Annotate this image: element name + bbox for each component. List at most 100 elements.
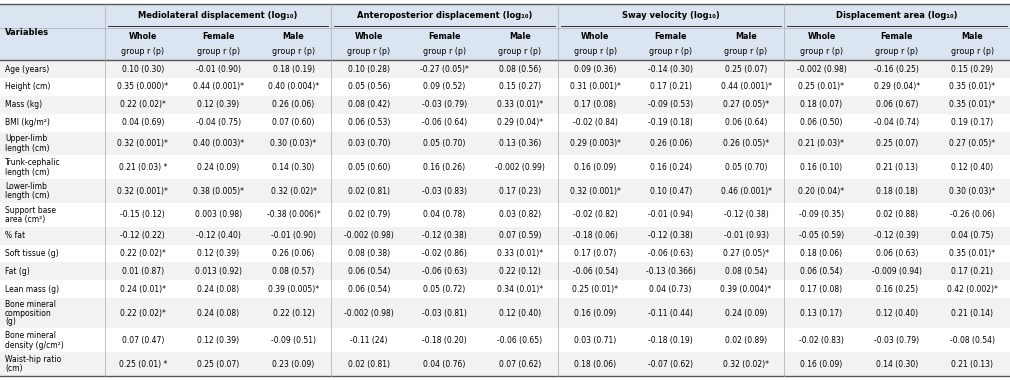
Text: -0.18 (0.19): -0.18 (0.19) (648, 336, 693, 345)
Text: 0.29 (0.003)*: 0.29 (0.003)* (570, 139, 621, 148)
Text: 0.12 (0.40): 0.12 (0.40) (876, 309, 918, 318)
Text: 0.38 (0.005)*: 0.38 (0.005)* (193, 187, 243, 196)
Text: -0.002 (0.98): -0.002 (0.98) (797, 65, 846, 74)
Text: 0.003 (0.98): 0.003 (0.98) (195, 211, 241, 219)
Bar (0, 245, 1010, 263)
Text: Male: Male (962, 32, 983, 41)
Text: Female: Female (881, 32, 913, 41)
Bar (0, 78, 1010, 96)
Text: 0.04 (0.75): 0.04 (0.75) (951, 231, 994, 240)
Text: -0.03 (0.83): -0.03 (0.83) (422, 187, 467, 196)
Text: 0.25 (0.01)*: 0.25 (0.01)* (799, 82, 844, 92)
Text: density (g/cm²): density (g/cm²) (5, 340, 64, 350)
Bar (0, 203, 1010, 227)
Text: -0.11 (24): -0.11 (24) (350, 336, 388, 345)
Text: 0.02 (0.81): 0.02 (0.81) (348, 359, 390, 369)
Text: group r (p): group r (p) (649, 47, 692, 55)
Text: -0.02 (0.82): -0.02 (0.82) (573, 211, 617, 219)
Text: -0.002 (0.98): -0.002 (0.98) (344, 231, 394, 240)
Text: 0.40 (0.003)*: 0.40 (0.003)* (193, 139, 243, 148)
Text: 0.05 (0.60): 0.05 (0.60) (347, 163, 390, 172)
Text: 0.35 (0.01)*: 0.35 (0.01)* (949, 100, 995, 109)
Text: Fat (g): Fat (g) (5, 267, 29, 276)
Text: 0.32 (0.02)*: 0.32 (0.02)* (271, 187, 316, 196)
Text: 0.27 (0.05)*: 0.27 (0.05)* (723, 249, 769, 258)
Text: 0.24 (0.09): 0.24 (0.09) (197, 163, 239, 172)
Text: 0.07 (0.47): 0.07 (0.47) (121, 336, 164, 345)
Bar (0, 280, 1010, 298)
Text: -0.07 (0.62): -0.07 (0.62) (648, 359, 693, 369)
Text: 0.21 (0.14): 0.21 (0.14) (951, 309, 993, 318)
Text: 0.16 (0.10): 0.16 (0.10) (800, 163, 842, 172)
Text: 0.06 (0.53): 0.06 (0.53) (347, 118, 390, 127)
Text: 0.30 (0.03)*: 0.30 (0.03)* (949, 187, 996, 196)
Text: 0.32 (0.001)*: 0.32 (0.001)* (117, 187, 168, 196)
Text: 0.03 (0.82): 0.03 (0.82) (499, 211, 540, 219)
Text: 0.15 (0.29): 0.15 (0.29) (951, 65, 994, 74)
Text: 0.03 (0.71): 0.03 (0.71) (574, 336, 616, 345)
Text: 0.27 (0.05)*: 0.27 (0.05)* (723, 100, 769, 109)
Text: -0.009 (0.94): -0.009 (0.94) (872, 267, 922, 276)
Text: -0.02 (0.84): -0.02 (0.84) (573, 118, 618, 127)
Text: group r (p): group r (p) (800, 47, 843, 55)
Text: -0.11 (0.44): -0.11 (0.44) (648, 309, 693, 318)
Text: 0.29 (0.04)*: 0.29 (0.04)* (497, 118, 542, 127)
Bar (0, 96, 1010, 114)
Text: Bone mineral: Bone mineral (5, 331, 56, 340)
Text: (g): (g) (5, 317, 16, 326)
Text: -0.38 (0.006)*: -0.38 (0.006)* (267, 211, 320, 219)
Text: 0.16 (0.09): 0.16 (0.09) (800, 359, 842, 369)
Text: -0.08 (0.54): -0.08 (0.54) (949, 336, 995, 345)
Text: -0.01 (0.90): -0.01 (0.90) (196, 65, 240, 74)
Bar (0, 352, 1010, 376)
Text: 0.16 (0.09): 0.16 (0.09) (574, 309, 616, 318)
Text: 0.32 (0.001)*: 0.32 (0.001)* (570, 187, 621, 196)
Text: group r (p): group r (p) (347, 47, 391, 55)
Text: -0.18 (0.06): -0.18 (0.06) (573, 231, 618, 240)
Text: 0.04 (0.76): 0.04 (0.76) (423, 359, 466, 369)
Text: 0.24 (0.01)*: 0.24 (0.01)* (120, 285, 166, 294)
Text: 0.26 (0.06): 0.26 (0.06) (273, 100, 315, 109)
Text: -0.06 (0.65): -0.06 (0.65) (497, 336, 542, 345)
Text: Height (cm): Height (cm) (5, 82, 50, 92)
Text: -0.03 (0.79): -0.03 (0.79) (875, 336, 919, 345)
Text: 0.05 (0.56): 0.05 (0.56) (347, 82, 390, 92)
Text: 0.10 (0.30): 0.10 (0.30) (121, 65, 164, 74)
Text: 0.18 (0.06): 0.18 (0.06) (574, 359, 616, 369)
Text: 0.32 (0.02)*: 0.32 (0.02)* (723, 359, 769, 369)
Text: 0.09 (0.52): 0.09 (0.52) (423, 82, 466, 92)
Text: Displacement area (log₁₀): Displacement area (log₁₀) (836, 11, 957, 21)
Text: 0.04 (0.73): 0.04 (0.73) (649, 285, 692, 294)
Text: 0.17 (0.08): 0.17 (0.08) (800, 285, 842, 294)
Text: -0.03 (0.81): -0.03 (0.81) (422, 309, 467, 318)
Text: -0.06 (0.63): -0.06 (0.63) (648, 249, 693, 258)
Text: -0.12 (0.39): -0.12 (0.39) (875, 231, 919, 240)
Text: 0.07 (0.62): 0.07 (0.62) (499, 359, 541, 369)
Text: area (cm²): area (cm²) (5, 215, 45, 224)
Text: 0.02 (0.81): 0.02 (0.81) (348, 187, 390, 196)
Text: 0.06 (0.54): 0.06 (0.54) (347, 267, 390, 276)
Text: Lower-limb: Lower-limb (5, 182, 46, 191)
Text: 0.06 (0.54): 0.06 (0.54) (800, 267, 842, 276)
Text: 0.02 (0.89): 0.02 (0.89) (725, 336, 768, 345)
Text: 0.22 (0.12): 0.22 (0.12) (499, 267, 540, 276)
Text: 0.16 (0.09): 0.16 (0.09) (574, 163, 616, 172)
Text: 0.08 (0.56): 0.08 (0.56) (499, 65, 541, 74)
Text: group r (p): group r (p) (272, 47, 315, 55)
Text: 0.13 (0.36): 0.13 (0.36) (499, 139, 541, 148)
Text: 0.44 (0.001)*: 0.44 (0.001)* (720, 82, 772, 92)
Bar (0, 114, 1010, 131)
Text: -0.12 (0.38): -0.12 (0.38) (648, 231, 693, 240)
Text: Soft tissue (g): Soft tissue (g) (5, 249, 59, 258)
Text: 0.013 (0.92): 0.013 (0.92) (195, 267, 241, 276)
Text: 0.14 (0.30): 0.14 (0.30) (876, 359, 918, 369)
Text: Female: Female (654, 32, 687, 41)
Text: Male: Male (735, 32, 756, 41)
Text: 0.09 (0.36): 0.09 (0.36) (574, 65, 616, 74)
Text: 0.16 (0.25): 0.16 (0.25) (876, 285, 918, 294)
Text: 0.08 (0.54): 0.08 (0.54) (725, 267, 768, 276)
Text: Anteroposterior displacement (log₁₀): Anteroposterior displacement (log₁₀) (357, 11, 532, 21)
Text: Mediolateral displacement (log₁₀): Mediolateral displacement (log₁₀) (138, 11, 298, 21)
Text: BMI (kg/m²): BMI (kg/m²) (5, 118, 49, 127)
Text: Mass (kg): Mass (kg) (5, 100, 42, 109)
